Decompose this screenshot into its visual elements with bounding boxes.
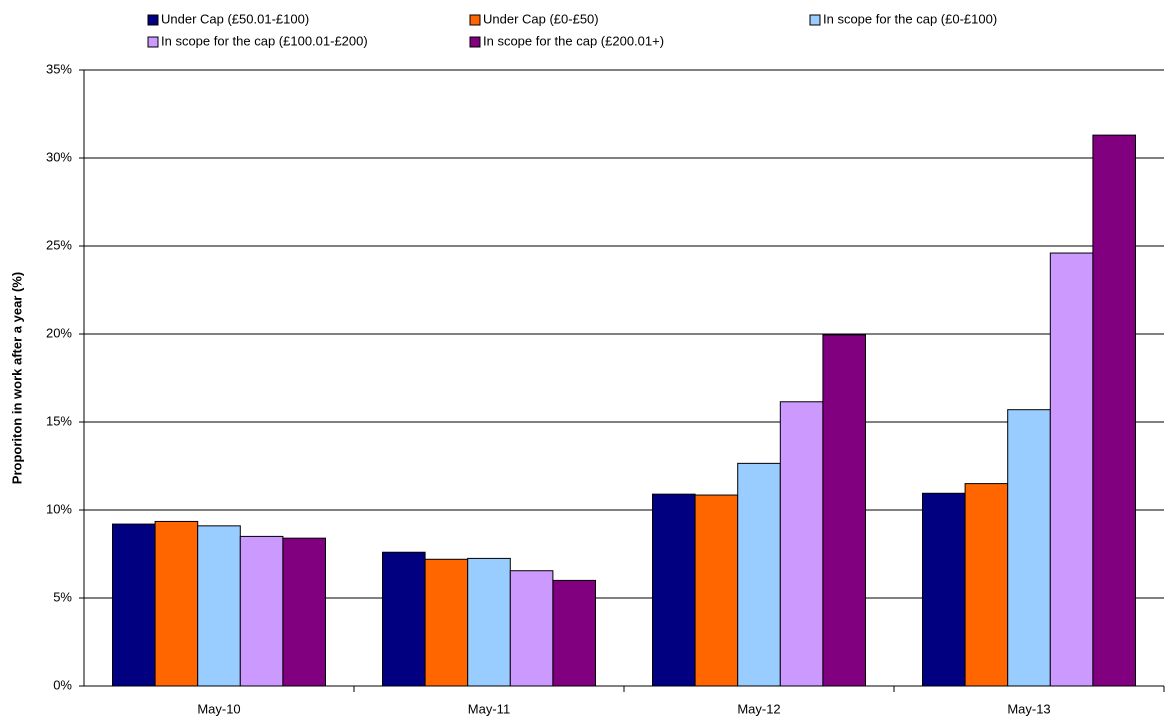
bar: [112, 523, 156, 687]
bar: [652, 493, 696, 687]
bar: [922, 492, 966, 687]
bar: [694, 494, 739, 687]
y-tick-label: 15%: [46, 413, 72, 428]
legend-swatch: [147, 14, 159, 26]
legend-label: In scope for the cap (£100.01-£200): [161, 33, 368, 48]
legend-swatch: [147, 36, 159, 48]
x-tick-label: May-13: [1007, 701, 1050, 716]
legend-swatch: [469, 14, 481, 26]
bar: [552, 579, 597, 687]
bar: [964, 483, 1009, 687]
y-tick-label: 35%: [46, 61, 72, 76]
x-tick-label: May-10: [197, 701, 240, 716]
legend-label: Under Cap (£0-£50): [483, 11, 599, 26]
legend-label: In scope for the cap (£0-£100): [823, 11, 997, 26]
bar: [509, 570, 554, 687]
bar: [467, 557, 511, 687]
legend-label: In scope for the cap (£200.01+): [483, 33, 664, 48]
y-tick-label: 5%: [53, 589, 72, 604]
legend-label: Under Cap (£50.01-£100): [161, 11, 309, 26]
bar: [1049, 252, 1094, 687]
bar: [154, 520, 199, 687]
y-tick-label: 10%: [46, 501, 72, 516]
y-axis-label: Proporiton in work after a year (%): [9, 272, 24, 484]
bar: [282, 537, 326, 687]
bar: [197, 525, 241, 687]
bar: [779, 401, 824, 687]
y-tick-label: 30%: [46, 149, 72, 164]
bar: [239, 535, 284, 687]
bar: [737, 462, 781, 687]
bar: [382, 551, 426, 687]
bar: [1007, 409, 1051, 687]
legend-swatch: [469, 36, 481, 48]
bar: [822, 334, 867, 687]
x-tick-label: May-12: [737, 701, 780, 716]
y-tick-label: 0%: [53, 677, 72, 692]
legend-swatch: [809, 14, 821, 26]
x-tick-label: May-11: [468, 701, 510, 716]
bar: [424, 558, 469, 687]
y-tick-label: 25%: [46, 237, 72, 252]
bar: [1092, 134, 1137, 687]
y-tick-label: 20%: [46, 325, 72, 340]
